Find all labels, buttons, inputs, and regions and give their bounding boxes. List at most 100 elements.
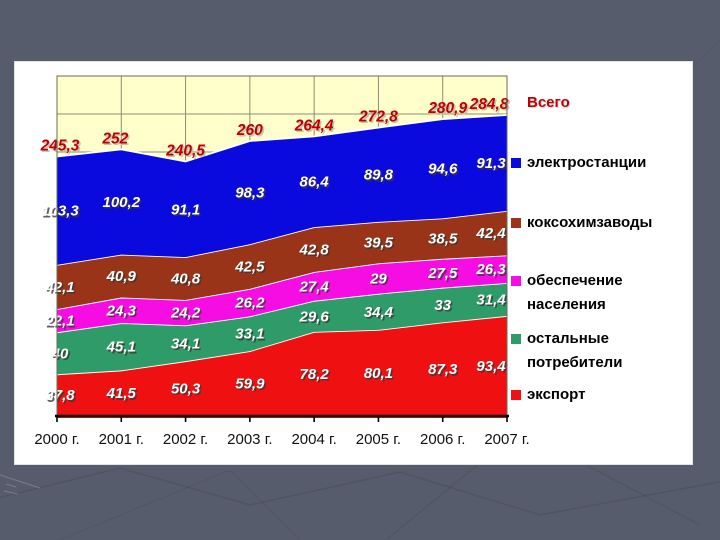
data-label: 59,9 xyxy=(235,376,265,393)
data-label-shadow: 91,1 xyxy=(173,203,202,220)
data-label: 41,5 xyxy=(106,385,137,402)
legend-item-3: обеспечение населения xyxy=(511,269,623,317)
total-label-shadow: 252 xyxy=(103,132,130,149)
legend-item-label: обеспечение населения xyxy=(527,272,623,313)
legend-marker-icon xyxy=(511,218,521,228)
data-label: 98,3 xyxy=(235,185,265,202)
data-label: 86,4 xyxy=(300,174,330,191)
data-label-shadow: 42,1 xyxy=(46,281,76,298)
data-label: 38,5 xyxy=(428,231,458,248)
data-label-shadow: 26,3 xyxy=(477,263,508,280)
x-axis-label-2005: 2005 г. xyxy=(355,431,402,448)
data-label: 26,3 xyxy=(475,261,506,278)
data-label: 40 xyxy=(51,345,69,362)
data-label: 34,4 xyxy=(364,304,394,321)
data-label-shadow: 100,2 xyxy=(104,196,142,213)
data-label: 27,4 xyxy=(299,278,330,295)
data-label-shadow: 94,6 xyxy=(430,162,460,179)
data-label-shadow: 31,4 xyxy=(478,293,508,310)
x-axis-label-2000: 2000 г. xyxy=(34,431,80,448)
data-label: 29 xyxy=(369,271,387,288)
legend-item-1: электростанции xyxy=(511,151,646,175)
legend-marker-icon xyxy=(511,390,521,400)
data-label: 78,2 xyxy=(300,366,330,383)
area-series-4 xyxy=(57,210,507,310)
total-label: 260 xyxy=(236,122,263,139)
data-label: 39,5 xyxy=(364,235,394,252)
legend-title-total: Всего xyxy=(527,94,570,111)
data-label-shadow: 87,3 xyxy=(430,363,460,380)
data-label-shadow: 24,3 xyxy=(107,304,138,321)
data-label-shadow: 50,3 xyxy=(173,382,203,399)
legend-item-label: электростанции xyxy=(527,154,647,171)
data-label-shadow: 42,5 xyxy=(236,260,267,277)
data-label: 40,9 xyxy=(106,268,137,285)
data-label: 91,3 xyxy=(476,155,506,172)
data-label-shadow: 33 xyxy=(436,299,453,316)
total-label-shadow: 264,4 xyxy=(295,119,335,136)
data-label-shadow: 91,3 xyxy=(478,156,508,173)
legend-item-label: коксохимзаводы xyxy=(527,214,653,231)
total-label-shadow: 260 xyxy=(238,124,265,141)
data-label-shadow: 38,5 xyxy=(430,232,460,249)
data-label-shadow: 42,4 xyxy=(477,227,508,244)
data-label-shadow: 40,8 xyxy=(172,272,203,289)
data-label-shadow: 93,4 xyxy=(478,360,508,377)
chart-panel: 37,8 37,8 41,5 41,5 50,3 50,3 59,9 59,9 78,2 78,2… xyxy=(14,61,693,465)
legend-marker-icon xyxy=(511,158,521,168)
data-label: 87,3 xyxy=(428,361,458,378)
total-label: 252 xyxy=(101,130,128,147)
data-label-shadow: 78,2 xyxy=(301,368,331,385)
data-label-shadow: 42,8 xyxy=(300,243,331,260)
data-label-shadow: 103,3 xyxy=(43,204,81,221)
data-label: 42,1 xyxy=(44,279,74,296)
series-top-border xyxy=(56,114,508,163)
data-label-shadow: 24,2 xyxy=(172,306,203,323)
data-label: 33,1 xyxy=(235,326,264,343)
x-axis-label-2006: 2006 г. xyxy=(420,431,466,448)
x-axis-label-2004: 2004 г. xyxy=(291,431,337,448)
legend-item-2: коксохимзаводы xyxy=(511,211,652,235)
data-label-shadow: 29,6 xyxy=(300,310,331,327)
data-label: 40,8 xyxy=(170,271,201,288)
data-label: 42,4 xyxy=(475,225,506,242)
data-label-shadow: 86,4 xyxy=(301,175,331,192)
area-series-1 xyxy=(57,315,507,418)
total-label: 264,4 xyxy=(294,117,334,134)
data-label: 22,1 xyxy=(44,313,74,330)
data-label: 89,8 xyxy=(364,167,394,184)
legend-item-label: остальные потребители xyxy=(527,330,623,371)
total-label: 280,9 xyxy=(427,100,467,117)
total-label: 240,5 xyxy=(165,142,205,159)
data-label: 50,3 xyxy=(171,381,201,398)
legend-marker-icon xyxy=(511,276,521,286)
data-label: 29,6 xyxy=(299,308,330,325)
legend-item-5: экспорт xyxy=(511,383,585,407)
total-label-shadow: 280,9 xyxy=(429,102,469,119)
data-label: 42,8 xyxy=(299,242,330,259)
data-label: 100,2 xyxy=(103,194,141,211)
data-label-shadow: 34,1 xyxy=(173,337,202,354)
data-label-shadow: 27,5 xyxy=(429,267,460,284)
total-label: 245,3 xyxy=(40,137,80,154)
data-label-shadow: 59,9 xyxy=(237,377,267,394)
total-label-shadow: 240,5 xyxy=(167,144,207,161)
data-label-shadow: 80,1 xyxy=(365,367,394,384)
data-label: 34,1 xyxy=(171,335,200,352)
data-label-shadow: 37,8 xyxy=(47,389,77,406)
data-label-shadow: 39,5 xyxy=(365,236,395,253)
x-axis-label-2001: 2001 г. xyxy=(98,431,144,448)
data-label: 91,1 xyxy=(171,201,200,218)
data-label-shadow: 22,1 xyxy=(46,314,76,331)
data-label: 42,5 xyxy=(234,259,265,276)
data-label-shadow: 33,1 xyxy=(237,327,266,344)
data-label-shadow: 89,8 xyxy=(365,168,395,185)
data-label-shadow: 26,2 xyxy=(236,296,267,313)
x-axis-label-2002: 2002 г. xyxy=(162,431,209,448)
legend-item-4: остальные потребители xyxy=(511,327,622,375)
data-label: 24,2 xyxy=(170,305,201,322)
data-label: 26,2 xyxy=(234,295,265,312)
data-label: 37,8 xyxy=(45,387,75,404)
x-axis-label-2003: 2003 г. xyxy=(227,431,273,448)
area-series-2 xyxy=(57,282,507,375)
